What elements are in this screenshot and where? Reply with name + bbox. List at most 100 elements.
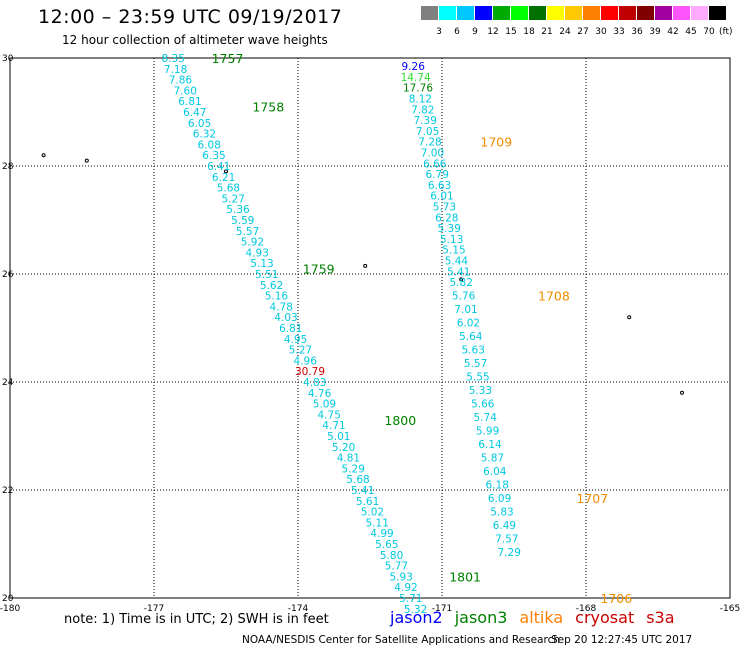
x-tick-label: -177 (144, 604, 164, 614)
wave-height-label: 5.68 (217, 183, 240, 195)
wave-height-label: 7.82 (411, 104, 434, 116)
wave-height-label: 5.13 (440, 234, 463, 246)
wave-height-label: 6.66 (423, 158, 447, 170)
legend-label: 36 (631, 27, 643, 37)
wave-height-label: 5.66 (471, 399, 495, 411)
wave-height-label: 5.01 (327, 431, 350, 443)
wave-height-label: 7.60 (174, 85, 197, 97)
wave-height-label: 5.39 (438, 223, 461, 235)
wave-height-label: 5.13 (250, 258, 273, 270)
wave-height-label: 5.11 (366, 517, 389, 529)
wave-height-label: 5.27 (289, 345, 312, 357)
wave-height-label: 5.15 (442, 245, 465, 257)
legend-swatch (691, 6, 708, 20)
wave-height-label: 6.79 (426, 169, 449, 181)
legend-label: 45 (685, 27, 697, 37)
legend-swatch (547, 6, 564, 20)
island-mark (627, 315, 632, 320)
wave-height-label: 6.32 (193, 129, 216, 141)
y-tick-label: 20 (2, 594, 14, 604)
wave-height-label: 6.41 (207, 161, 230, 173)
wave-height-label: 5.80 (380, 550, 403, 562)
wave-height-label: 5.33 (469, 385, 492, 397)
legend-swatch (583, 6, 600, 20)
wave-height-label: 5.99 (476, 426, 499, 438)
map-frame (9, 57, 731, 599)
generated-timestamp: Sep 20 12:27:45 UTC 2017 (551, 634, 693, 646)
wave-height-label: 5.20 (332, 442, 355, 454)
wave-height-label: 4.81 (337, 453, 360, 465)
footnote: note: 1) Time is in UTC; 2) SWH is in fe… (64, 612, 329, 627)
wave-height-label: 5.59 (231, 215, 254, 227)
wave-height-label: 5.71 (399, 593, 422, 605)
wave-height-label: 6.01 (430, 191, 453, 203)
wave-height-label: 5.16 (265, 291, 289, 303)
legend-label: 18 (523, 27, 535, 37)
pass-time-label: 1800 (384, 413, 416, 428)
satellite-legend: jason2 jason3 altika cryosat s3a (390, 608, 687, 627)
island-mark (680, 390, 684, 395)
legend-label: 39 (649, 27, 661, 37)
pass-time-label: 1709 (480, 135, 512, 150)
satellite-name: jason3 (454, 608, 508, 627)
wave-height-label: 6.02 (457, 318, 480, 330)
wave-height-label: 5.41 (351, 485, 374, 497)
wave-height-label: 6.04 (483, 466, 507, 478)
wave-height-label: 5.51 (255, 269, 278, 281)
legend-swatch (565, 6, 582, 20)
island-mark (41, 153, 46, 158)
y-tick-label: 22 (2, 486, 13, 496)
legend-label: 27 (577, 27, 589, 37)
wave-height-label: 5.87 (481, 453, 504, 465)
pass-time-label: 1706 (600, 591, 632, 606)
wave-height-label: 4.95 (284, 334, 307, 346)
wave-height-label: 5.57 (236, 226, 259, 238)
map-subtitle: 12 hour collection of altimeter wave hei… (62, 33, 328, 47)
wave-height-label: 5.57 (464, 358, 487, 370)
x-tick-label: -174 (288, 604, 309, 614)
legend-swatch (619, 6, 636, 20)
x-tick-label: -171 (432, 604, 452, 614)
island-mark (459, 277, 464, 282)
island-mark (363, 263, 368, 268)
legend-swatch (421, 6, 438, 20)
legend-swatch (637, 6, 654, 20)
legend-unit: (ft) (719, 27, 733, 37)
legend-label: 33 (613, 27, 625, 37)
island-mark (224, 169, 228, 174)
wave-height-label: 6.05 (188, 118, 211, 130)
wave-height-label: 30.79 (295, 366, 325, 378)
wave-height-label: 5.65 (375, 539, 398, 551)
wave-height-label: 5.41 (447, 266, 470, 278)
wave-height-label: 7.86 (169, 75, 193, 87)
wave-height-label: 4.99 (370, 528, 393, 540)
legend-swatch (439, 6, 456, 20)
wave-height-label: 4.96 (294, 355, 318, 367)
wave-height-label: 4.93 (246, 247, 269, 259)
wave-height-label: 5.44 (445, 256, 469, 268)
wave-height-label: 5.55 (466, 372, 489, 384)
satellite-name: s3a (646, 608, 675, 627)
legend-label: 15 (505, 27, 517, 37)
legend-swatch (457, 6, 474, 20)
legend-label: 70 (703, 27, 715, 37)
legend-swatch (493, 6, 510, 20)
legend-label: 24 (559, 27, 571, 37)
wave-height-label: 8.35 (162, 53, 185, 65)
pass-time-label: 1707 (576, 491, 608, 506)
wave-height-label: 4.75 (318, 409, 341, 421)
legend-swatch (673, 6, 690, 20)
legend-label: 21 (541, 27, 553, 37)
wave-height-label: 7.28 (418, 137, 441, 149)
x-tick-label: -165 (720, 604, 740, 614)
satellite-name: cryosat (575, 608, 635, 627)
legend-swatch (601, 6, 618, 20)
wave-height-label: 5.32 (404, 604, 427, 616)
legend-label: 42 (667, 27, 679, 37)
wave-height-label: 6.81 (279, 323, 302, 335)
wave-height-label: 6.35 (202, 150, 225, 162)
wave-height-label: 7.00 (421, 148, 444, 160)
wave-height-label: 4.78 (270, 301, 293, 313)
legend-label: 3 (436, 27, 442, 37)
